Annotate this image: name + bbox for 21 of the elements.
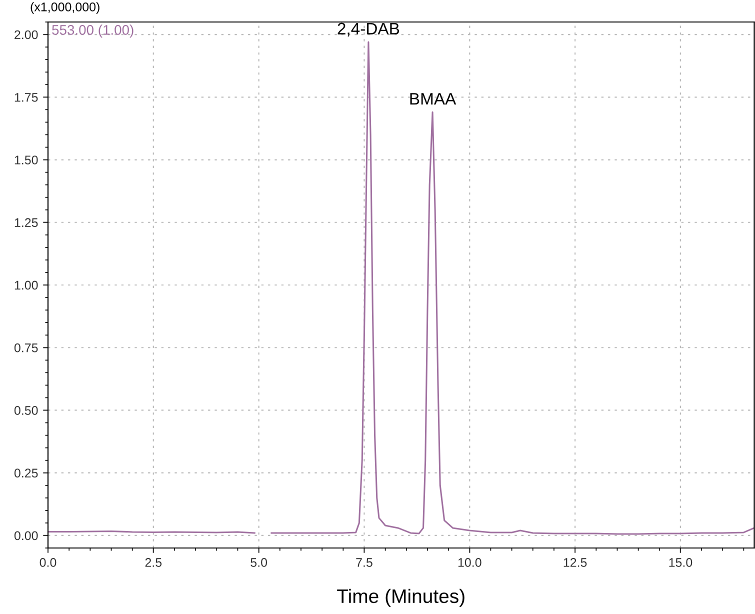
y-tick-label: 0.50 bbox=[14, 406, 38, 415]
text: 553.00 (1.00) bbox=[52, 24, 134, 38]
x-tick-label: 5.0 bbox=[250, 558, 268, 567]
x-tick-label: 12.5 bbox=[564, 558, 587, 567]
y-tick-label: 1.25 bbox=[14, 218, 38, 228]
y-tick-label: 1.75 bbox=[14, 93, 38, 102]
x-tick-label: 10.0 bbox=[458, 558, 482, 567]
x-tick-label: 7.5 bbox=[356, 558, 372, 567]
x-tick-label: 2.5 bbox=[145, 558, 162, 567]
x-tick-label: 0.0 bbox=[40, 558, 56, 567]
annotation: 2,4-DAB bbox=[338, 22, 400, 37]
x-axis-title: Time (Minutes) bbox=[337, 588, 464, 607]
y-tick-label: 1.00 bbox=[14, 280, 38, 290]
y-tick-label: 0.75 bbox=[14, 343, 38, 352]
y-tick-label: 2.00 bbox=[14, 30, 38, 40]
annotation: BMAA bbox=[410, 93, 456, 105]
text: (x1,000,000) bbox=[30, 2, 100, 14]
x-tick-label: 15.0 bbox=[669, 558, 692, 567]
y-tick-label: 0.25 bbox=[14, 468, 38, 478]
y-tick-label: 0.00 bbox=[14, 531, 38, 540]
y-tick-label: 1.50 bbox=[14, 156, 38, 164]
